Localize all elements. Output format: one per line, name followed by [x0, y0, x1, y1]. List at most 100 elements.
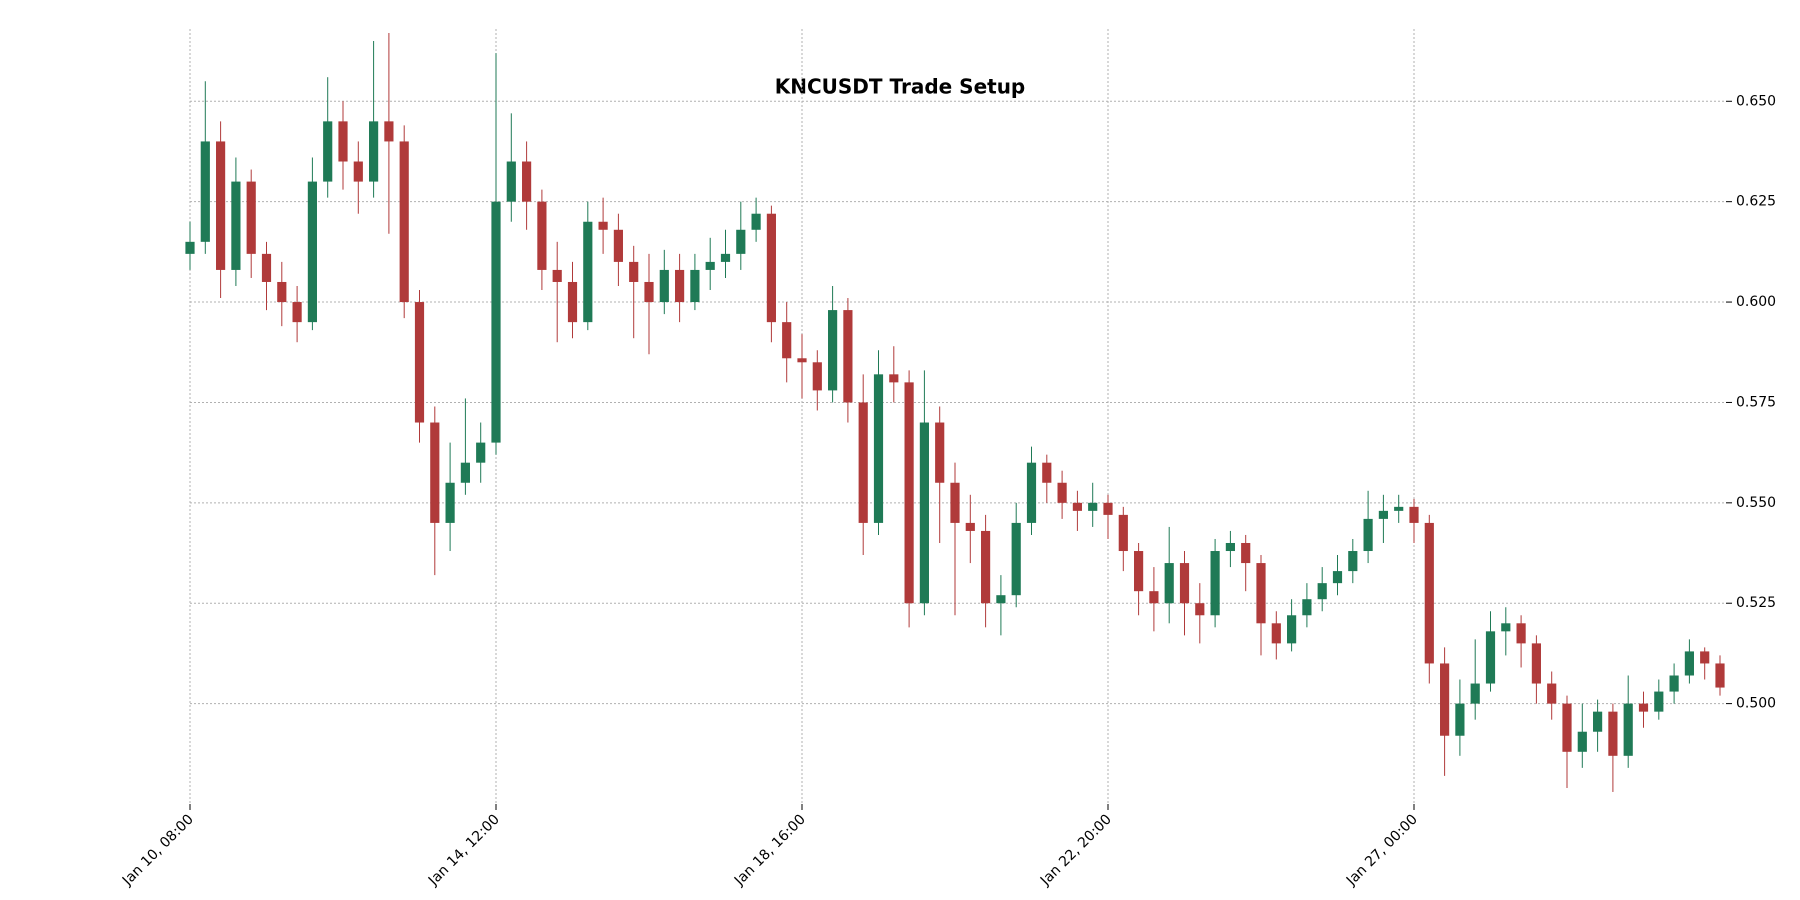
candle-body [1638, 703, 1649, 712]
y-tick-label: 0.525 [1736, 595, 1776, 611]
candle-body [613, 229, 623, 262]
chart-title: KNCUSDT Trade Setup [775, 75, 1026, 99]
x-tick-label: Jan 18, 16:00 [731, 812, 809, 890]
candle-body [935, 422, 945, 483]
candle-body [1302, 599, 1312, 616]
candle-body [1149, 591, 1159, 604]
candle-body [1424, 522, 1434, 664]
candle-body [751, 213, 761, 230]
candle-body [1608, 711, 1618, 756]
candle-body [1256, 563, 1266, 624]
candle-body [1501, 623, 1511, 632]
candle-body [1072, 502, 1082, 511]
candle-body [1363, 518, 1373, 552]
y-tick-label: 0.600 [1736, 294, 1776, 310]
candle-body [323, 121, 333, 182]
candle-body [812, 362, 822, 391]
candle-body [843, 310, 853, 403]
candle-body [981, 530, 991, 604]
candle-body [736, 229, 746, 254]
candle-body [369, 121, 379, 182]
candle-body [445, 482, 455, 523]
candle-body [1241, 542, 1251, 564]
candle-body [919, 422, 929, 604]
candle-body [399, 141, 409, 303]
candle-body [1700, 651, 1710, 664]
candle-body [552, 269, 562, 282]
candle-body [598, 221, 608, 230]
candle-body [1348, 551, 1358, 572]
candle-body [858, 402, 868, 523]
candle-body [338, 121, 348, 162]
candle-body [766, 213, 776, 323]
candle-body [1440, 663, 1450, 736]
candle-body [1164, 563, 1174, 604]
candle-body [414, 302, 425, 423]
candle-body [1470, 683, 1480, 704]
candle-body [1118, 514, 1128, 552]
candle-body [231, 181, 241, 270]
candle-body [1531, 643, 1541, 684]
candle-body [1195, 603, 1205, 616]
candle-body [491, 201, 501, 443]
candle-body [1317, 583, 1327, 600]
y-tick-label: 0.650 [1736, 93, 1776, 109]
candle-body [583, 221, 593, 323]
candle-body [1026, 462, 1037, 523]
candle-body [460, 462, 470, 483]
candle-body [1409, 506, 1419, 523]
y-tick-label: 0.575 [1736, 394, 1776, 410]
candle-body [1134, 551, 1144, 592]
candle-body [1103, 502, 1113, 515]
y-tick-label: 0.500 [1736, 696, 1776, 712]
candle-body [185, 241, 195, 254]
candle-body [659, 269, 669, 303]
candle-body [675, 269, 685, 303]
candle-body [1623, 703, 1633, 756]
candle-body [1669, 675, 1679, 692]
candle-body [1654, 691, 1664, 712]
candle-body [1042, 462, 1052, 483]
candle-body [1011, 522, 1021, 596]
candle-body [1516, 623, 1526, 644]
candle-body [430, 422, 440, 523]
candle-body [1088, 502, 1098, 511]
candle-body [1287, 615, 1297, 644]
candle-body [353, 161, 363, 182]
candle-body [950, 482, 960, 523]
x-tick-label: Jan 10, 08:00 [119, 812, 197, 890]
candle-body [797, 358, 807, 363]
candle-body [1271, 623, 1281, 644]
candle-body [1562, 703, 1572, 752]
candle-body [522, 161, 532, 202]
candle-body [1179, 563, 1190, 604]
candle-body [476, 442, 486, 463]
y-tick-label: 0.625 [1736, 194, 1776, 210]
candle-body [1378, 510, 1388, 519]
candle-body [1547, 683, 1557, 704]
candle-body [965, 522, 975, 531]
candle-body [246, 181, 256, 254]
candle-body [889, 374, 899, 383]
candle-body [904, 382, 914, 604]
candle-body [1225, 542, 1235, 552]
candle-body [1715, 663, 1725, 688]
candle-body [828, 310, 838, 391]
x-tick-label: Jan 14, 12:00 [425, 812, 503, 890]
candle-body [261, 253, 272, 282]
candle-body [537, 201, 547, 270]
candle-body [720, 253, 731, 262]
candle-body [1394, 506, 1404, 511]
candle-body [506, 161, 516, 202]
candle-body [1684, 651, 1694, 676]
candle-body [705, 261, 715, 270]
candle-body [873, 374, 884, 523]
candle-body [1057, 482, 1067, 503]
candle-body [644, 281, 654, 303]
candle-body [1485, 631, 1496, 684]
candle-body [567, 281, 578, 323]
candle-body [216, 141, 226, 270]
candle-body [1455, 703, 1465, 736]
candle-body [1593, 711, 1603, 732]
